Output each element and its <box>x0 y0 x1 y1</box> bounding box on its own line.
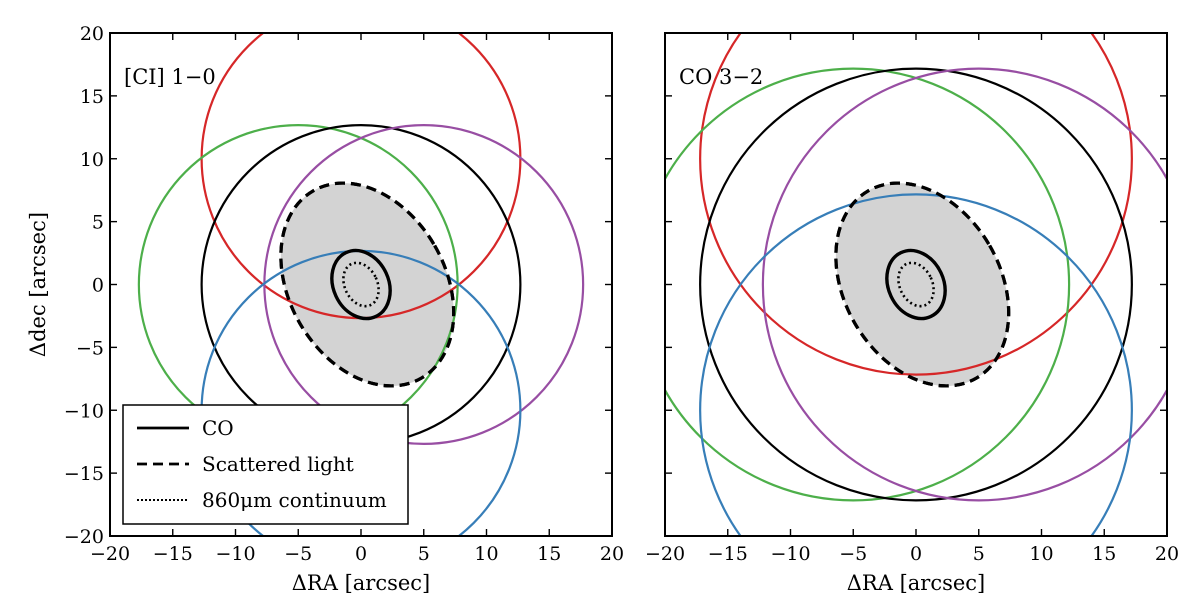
beam-circle-2 <box>699 67 1133 502</box>
panel-ci: −20 −15 −10 −5 0 5 10 15 20 −20 −15 −10 −5 0 5 10 15 20 ΔR… <box>26 23 624 595</box>
y-tick-label: 15 <box>80 86 104 108</box>
y-axis-label: Δdec [arcsec] <box>26 212 50 357</box>
x-tick-label: 5 <box>973 543 985 565</box>
x-tick-label: −20 <box>645 543 685 565</box>
panel-label: [CI] 1−0 <box>124 65 216 89</box>
legend: CO Scattered light 860μm continuum <box>122 404 409 525</box>
x-tick-label: 10 <box>1029 543 1053 565</box>
scattered-light-ellipse <box>834 181 1011 388</box>
panel-label: CO 3−2 <box>679 65 763 89</box>
y-tick-label: −5 <box>76 337 104 359</box>
x-tick-label: −15 <box>708 543 748 565</box>
legend-label: Scattered light <box>202 452 354 476</box>
x-tick-label: 10 <box>474 543 498 565</box>
legend-label: CO <box>202 416 234 440</box>
x-axis-label: ΔRA [arcsec] <box>292 571 431 595</box>
beam-circle-4 <box>699 193 1133 536</box>
x-tick-label: 5 <box>418 543 430 565</box>
continuum-ellipse <box>342 261 380 308</box>
x-tick-label: −10 <box>770 543 810 565</box>
y-tick-label: −15 <box>64 463 104 485</box>
legend-label: 860μm continuum <box>202 488 387 512</box>
x-tick-label: −20 <box>90 543 130 565</box>
scattered-light-outline <box>834 181 1011 388</box>
x-axis-label: ΔRA [arcsec] <box>847 571 986 595</box>
y-tick-label: −10 <box>64 400 104 422</box>
x-tick-label: 20 <box>600 543 624 565</box>
beam-circle-1 <box>665 67 1071 502</box>
CO-ellipse <box>885 248 947 321</box>
y-tick-label: −20 <box>64 526 104 548</box>
y-tick-label: 5 <box>92 212 104 234</box>
x-tick-label: 15 <box>1092 543 1116 565</box>
CO-ellipse <box>330 248 392 321</box>
beam-circle-0 <box>699 33 1133 376</box>
beam-circle-3 <box>761 67 1167 502</box>
x-tick-label: 15 <box>537 543 561 565</box>
x-tick-label: 0 <box>355 543 367 565</box>
x-tick-label: 20 <box>1155 543 1179 565</box>
x-tick-label: −5 <box>284 543 312 565</box>
scattered-light-outline <box>279 181 456 388</box>
y-tick-label: 20 <box>80 23 104 45</box>
panel-co: −20 −15 −10 −5 0 5 10 15 20 ΔRA [arcsec] CO 3−2 <box>645 32 1179 595</box>
x-tick-label: −10 <box>215 543 255 565</box>
y-tick-label: 0 <box>92 275 104 297</box>
x-tick-label: −5 <box>839 543 867 565</box>
x-tick-label: −15 <box>153 543 193 565</box>
plot-area <box>665 33 1167 536</box>
scattered-light-ellipse <box>279 181 456 388</box>
x-tick-label: 0 <box>910 543 922 565</box>
y-tick-label: 10 <box>80 149 104 171</box>
